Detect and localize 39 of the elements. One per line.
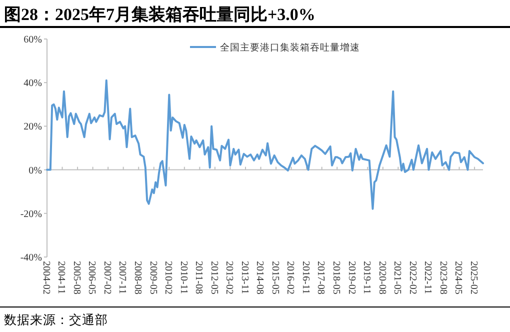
x-tick-label: 2018-05 bbox=[330, 261, 342, 294]
x-tick-label: 2022-02 bbox=[406, 261, 418, 294]
y-tick-label: 20% bbox=[24, 122, 42, 133]
x-tick-label: 2004-02 bbox=[40, 261, 52, 294]
x-tick-label: 2010-11 bbox=[178, 261, 189, 294]
y-tick-label: 60% bbox=[24, 34, 42, 46]
line-series bbox=[46, 79, 484, 210]
x-tick-label: 2015-05 bbox=[269, 261, 280, 294]
y-tick-label: 40% bbox=[24, 78, 42, 90]
x-tick-label: 2016-11 bbox=[300, 261, 311, 294]
x-tick-label: 2006-05 bbox=[86, 261, 98, 294]
y-tick-label: -40% bbox=[20, 252, 42, 264]
x-tick-label: 2017-08 bbox=[315, 261, 326, 294]
chart-title: 图28：2025年7月集装箱吞吐量同比+3.0% bbox=[4, 5, 316, 24]
x-tick-label: 2009-05 bbox=[147, 261, 158, 294]
x-tick-label: 2011-08 bbox=[193, 261, 204, 294]
x-tick-label: 2016-02 bbox=[284, 261, 296, 294]
y-tick-label: -20% bbox=[20, 208, 42, 220]
x-tick-label: 2007-02 bbox=[101, 261, 112, 294]
x-tick-label: 2013-11 bbox=[238, 261, 250, 294]
x-tick-label: 2007-11 bbox=[116, 261, 128, 294]
x-tick-label: 2022-11 bbox=[422, 261, 434, 294]
x-tick-label: 2010-02 bbox=[162, 261, 174, 294]
x-tick-label: 2012-05 bbox=[208, 261, 220, 294]
x-tick-label: 2025-02 bbox=[468, 261, 479, 294]
y-tick-label: 0% bbox=[28, 165, 42, 176]
x-tick-label: 2024-05 bbox=[452, 261, 464, 294]
x-tick-label: 2019-11 bbox=[361, 261, 372, 294]
x-tick-label: 2013-02 bbox=[224, 261, 235, 294]
x-tick-label: 2021-05 bbox=[392, 261, 403, 294]
x-tick-label: 2023-08 bbox=[437, 261, 448, 294]
legend-label: 全国主要港口集装箱吞吐量增速 bbox=[220, 42, 360, 54]
x-tick-label: 2014-08 bbox=[254, 261, 266, 294]
x-tick-label: 2004-11 bbox=[56, 261, 67, 294]
source-note: 数据来源：交通部 bbox=[4, 312, 108, 327]
x-tick-label: 2020-08 bbox=[376, 261, 388, 294]
x-tick-label: 2005-08 bbox=[70, 261, 82, 294]
x-tick-label: 2019-02 bbox=[346, 261, 357, 294]
x-tick-label: 2008-08 bbox=[132, 261, 144, 294]
